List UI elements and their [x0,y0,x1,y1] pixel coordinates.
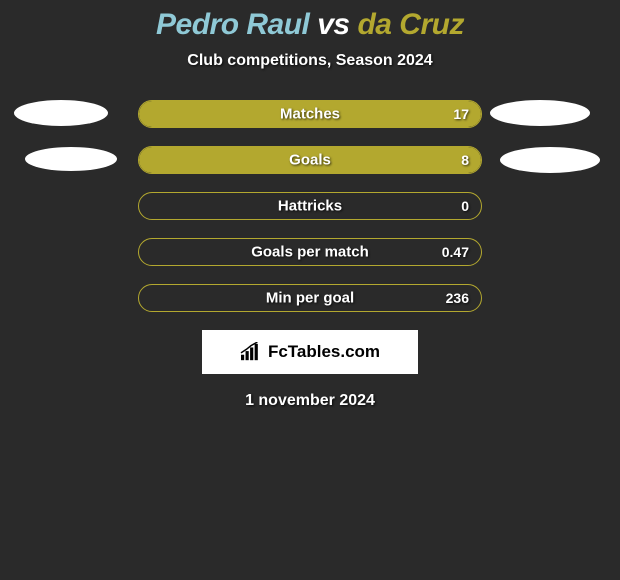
brand-badge: FcTables.com [202,330,418,374]
stat-label: Hattricks [278,198,342,215]
date-line: 1 november 2024 [0,392,620,410]
stat-row: Min per goal 236 [138,284,482,312]
stat-label: Min per goal [266,290,354,307]
chart-bars-icon [240,342,262,362]
stat-row: Matches 17 [138,100,482,128]
subtitle: Club competitions, Season 2024 [0,52,620,70]
decorative-ellipse [14,100,108,126]
stat-value: 236 [446,290,469,306]
stats-area: Matches 17 Goals 8 Hattricks 0 Goals per match… [0,100,620,312]
stat-label: Matches [280,106,340,123]
stat-rows: Matches 17 Goals 8 Hattricks 0 Goals per match… [138,100,482,312]
vs-text: vs [309,8,357,41]
stat-row: Hattricks 0 [138,192,482,220]
brand-text: FcTables.com [268,342,380,362]
stat-row: Goals per match 0.47 [138,238,482,266]
page-title: Pedro Raul vs da Cruz [0,8,620,42]
stat-value: 8 [461,152,469,168]
player2-name: da Cruz [357,8,464,41]
stat-label: Goals per match [251,244,369,261]
stat-row: Goals 8 [138,146,482,174]
stat-value: 0.47 [442,244,469,260]
stat-value: 17 [453,106,469,122]
comparison-infographic: Pedro Raul vs da Cruz Club competitions,… [0,0,620,410]
decorative-ellipse [25,147,117,171]
stat-label: Goals [289,152,331,169]
stat-value: 0 [461,198,469,214]
decorative-ellipse [500,147,600,173]
player1-name: Pedro Raul [156,8,309,41]
decorative-ellipse [490,100,590,126]
